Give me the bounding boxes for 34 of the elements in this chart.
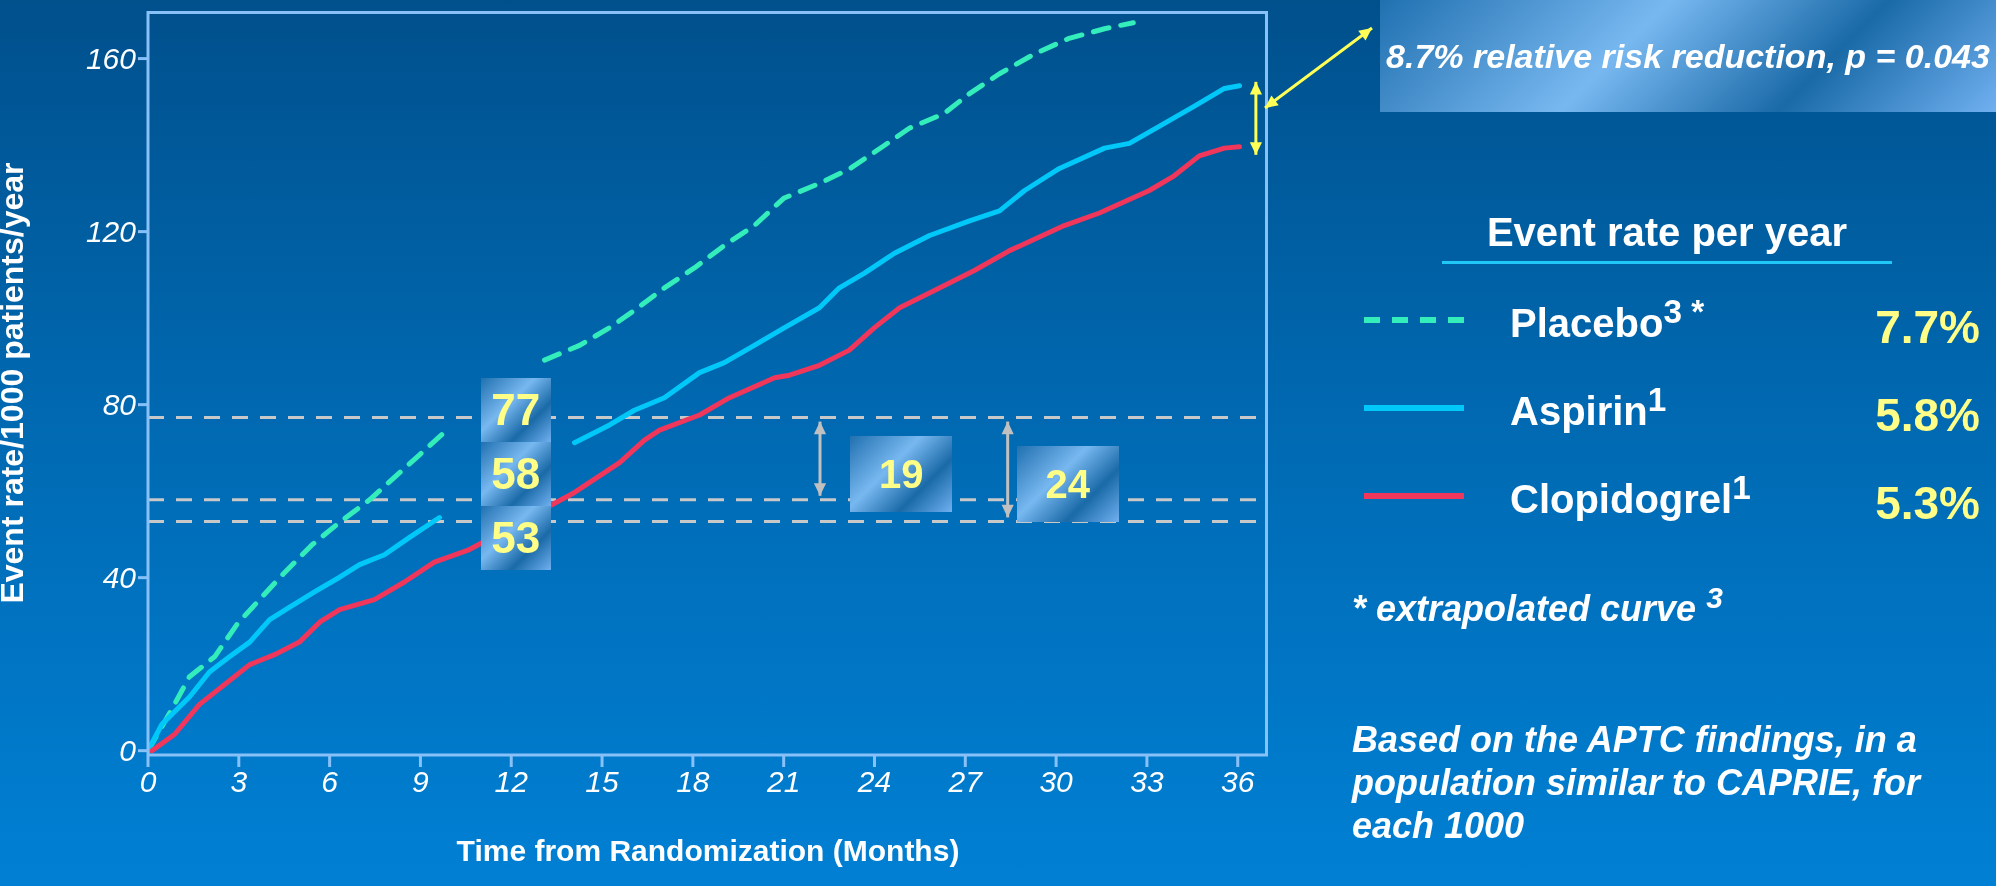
annotation: 19 — [879, 450, 924, 498]
legend-title: Event rate per year — [1486, 210, 1848, 254]
text: 5.3% — [1875, 477, 1980, 529]
legend-label: Clopidogrel$^{1}$ — [1510, 469, 1751, 523]
ref-line-label: 77 — [491, 384, 541, 435]
text: 5.8% — [1875, 389, 1980, 441]
x-tick-label: 27 — [947, 765, 984, 799]
y-tick-label: 160 — [85, 42, 137, 76]
y-axis-title: Event rate/1000 patients/year — [0, 162, 31, 604]
x-tick-label: 9 — [412, 765, 430, 799]
x-tick-label: 36 — [1221, 765, 1255, 799]
text: Based on the APTC findings, in a population similar to CAPRIE, for each 1000 — [1352, 719, 1921, 847]
x-tick-label: 18 — [676, 765, 710, 799]
y-tick-label: 80 — [102, 388, 137, 422]
text: 7.7% — [1875, 301, 1980, 353]
ref-line-label: 58 — [491, 448, 541, 499]
legend-label: Placebo$^{3 *}$ — [1510, 293, 1705, 347]
x-tick-label: 30 — [1039, 765, 1074, 799]
y-tick-label: 40 — [102, 561, 137, 595]
legend-label: Aspirin$^{1}$ — [1510, 381, 1667, 435]
x-tick-label: 12 — [494, 765, 529, 799]
ref-line-label: 53 — [491, 512, 541, 563]
x-tick-label: 21 — [765, 765, 801, 799]
x-tick-label: 6 — [321, 765, 339, 799]
x-axis-title: Time from Randomization (Months) — [456, 834, 960, 867]
x-tick-label: 24 — [856, 765, 892, 799]
y-tick-label: 120 — [85, 215, 137, 249]
x-tick-label: 15 — [585, 765, 620, 799]
x-tick-label: 3 — [230, 765, 248, 799]
text: * extrapolated curve $^{3}$ — [1352, 581, 1723, 629]
x-tick-label: 33 — [1130, 765, 1164, 799]
y-tick-label: 0 — [119, 734, 137, 768]
annotation: 24 — [1045, 460, 1090, 508]
text: 8.7% relative risk reduction, p = 0.043 — [1386, 35, 1990, 77]
